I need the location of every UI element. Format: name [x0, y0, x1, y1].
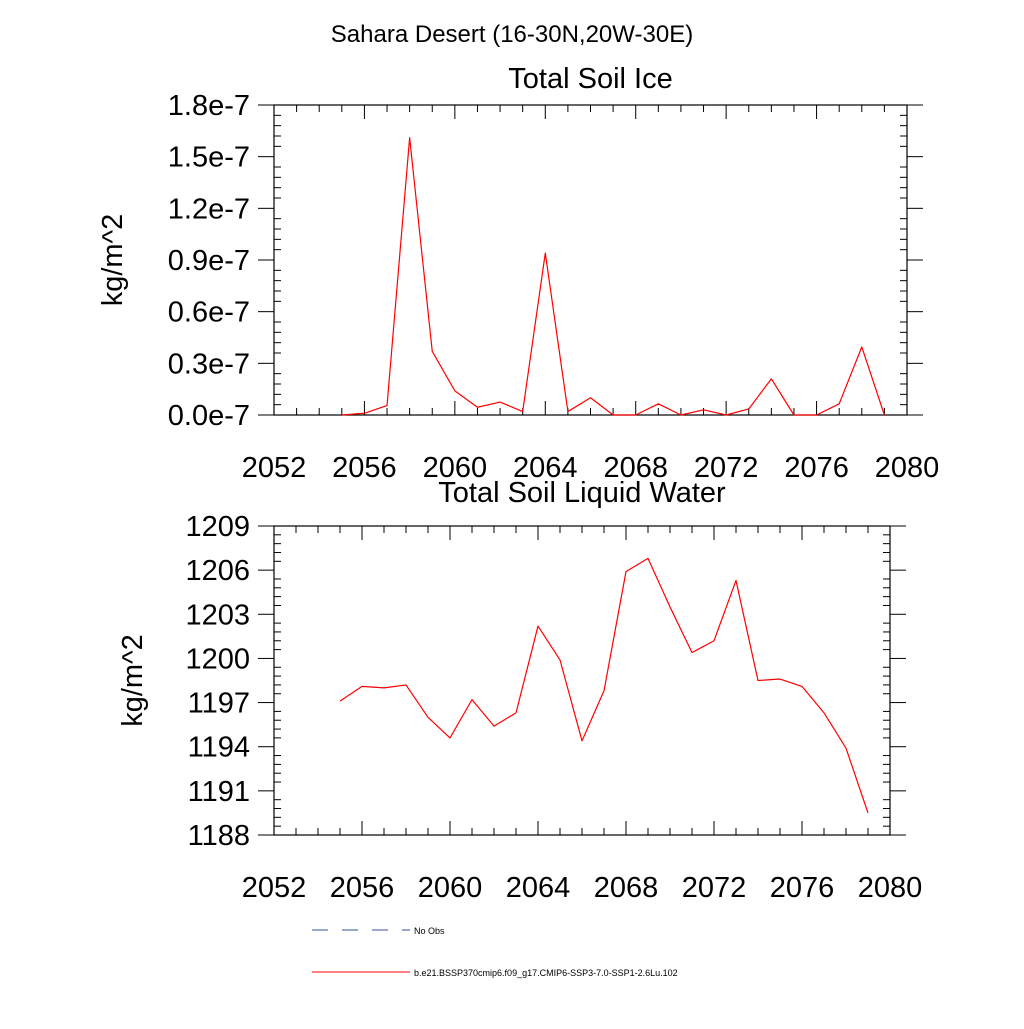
legend-label-2: b.e21.BSSP370cmip6.f09_g17.CMIP6-SSP3-7.…	[414, 968, 678, 978]
series-line-1	[340, 558, 868, 813]
legend: No Obs b.e21.BSSP370cmip6.f09_g17.CMIP6-S…	[312, 926, 678, 978]
figure-title: Sahara Desert (16-30N,20W-30E)	[331, 21, 693, 48]
y-tick-label: 1191	[188, 776, 250, 808]
x-tick-label: 2060	[418, 872, 483, 904]
x-tick-label: 2072	[682, 872, 747, 904]
y-tick-label: 0.3e-7	[168, 348, 250, 380]
y-tick-label: 0.9e-7	[168, 245, 250, 277]
x-tick-label: 2076	[770, 872, 835, 904]
y-tick-label: 1.8e-7	[168, 90, 250, 122]
x-tick-label: 2052	[242, 452, 307, 484]
x-tick-label: 2068	[594, 872, 659, 904]
x-tick-label: 2052	[242, 872, 307, 904]
y-tick-label: 1206	[185, 555, 250, 587]
y-tick-label: 1209	[185, 511, 250, 543]
y-axis-label: kg/m^2	[117, 634, 149, 727]
chart-panel-2: Total Soil Liquid Water kg/m^2 2052 2056 206…	[117, 477, 922, 904]
y-tick-label: 1203	[185, 599, 250, 631]
panel-title: Total Soil Ice	[508, 63, 672, 95]
y-tick-label: 0.6e-7	[168, 297, 250, 329]
y-tick-label: 1.2e-7	[168, 193, 250, 225]
series-line-1	[342, 138, 885, 415]
panel-title: Total Soil Liquid Water	[438, 477, 726, 509]
x-tick-label: 2056	[332, 452, 397, 484]
y-tick-label: 1200	[185, 643, 250, 675]
y-tick-label: 1.5e-7	[168, 142, 250, 174]
x-tick-label: 2056	[330, 872, 395, 904]
y-tick-label: 1188	[188, 820, 250, 852]
y-tick-label: 1194	[188, 732, 250, 764]
y-tick-label: 0.0e-7	[168, 400, 250, 432]
y-axis-label: kg/m^2	[97, 214, 129, 307]
x-tick-label: 2080	[875, 452, 940, 484]
legend-label-1: No Obs	[414, 926, 445, 936]
plot-frame	[274, 526, 890, 835]
y-tick-label: 1197	[188, 688, 250, 720]
x-tick-label: 2076	[784, 452, 849, 484]
plot-frame	[274, 105, 907, 415]
x-tick-label: 2080	[858, 872, 923, 904]
x-tick-label: 2064	[506, 872, 571, 904]
